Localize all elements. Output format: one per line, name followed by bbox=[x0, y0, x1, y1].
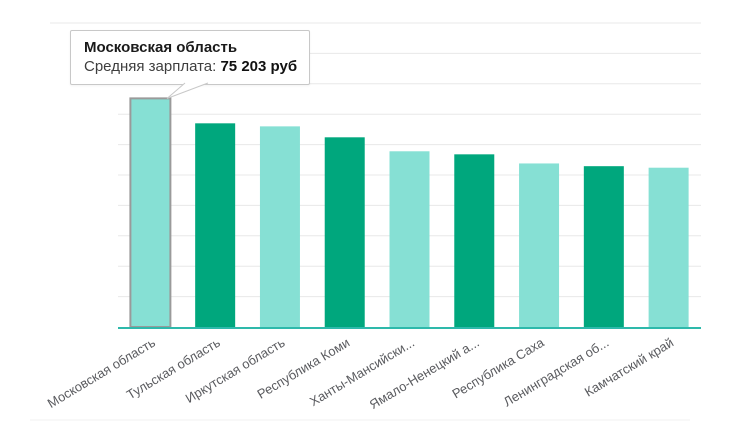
x-axis-label: Московская область bbox=[45, 335, 158, 411]
tooltip-region-title: Московская область bbox=[84, 39, 238, 56]
bar-5[interactable] bbox=[389, 151, 430, 327]
tooltip-series-label: Средняя зарплата: bbox=[84, 58, 221, 75]
bar-9[interactable] bbox=[648, 167, 689, 327]
x-axis-label: Ленинградская об... bbox=[501, 335, 612, 410]
tooltip-value: 75 203 руб bbox=[220, 58, 298, 75]
bar-2[interactable] bbox=[195, 123, 236, 327]
tooltip-body: Средняя зарплата: 75 203 руб bbox=[84, 57, 301, 76]
bar-8[interactable] bbox=[583, 166, 624, 327]
bar-7[interactable] bbox=[519, 163, 560, 327]
x-axis-label: Ханты-Мансийски... bbox=[307, 335, 417, 409]
bar-3[interactable] bbox=[259, 126, 300, 327]
bar-4[interactable] bbox=[324, 137, 365, 327]
bar-1[interactable] bbox=[129, 97, 172, 329]
bar-6[interactable] bbox=[454, 154, 495, 327]
x-axis-label: Ямало-Ненецкий а... bbox=[367, 335, 482, 412]
tooltip-callout-pointer bbox=[166, 82, 209, 99]
tooltip: Московская область Средняя зарплата: 75 … bbox=[70, 30, 310, 85]
